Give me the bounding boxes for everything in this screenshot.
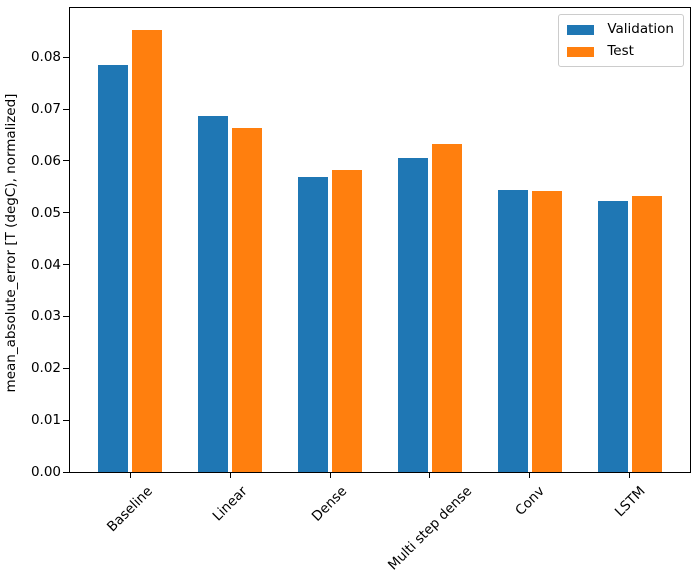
bar-validation-1	[198, 116, 229, 472]
x-tick-label: Baseline	[104, 483, 157, 536]
x-tick-label: Dense	[309, 483, 351, 525]
y-tick-label: 0.01	[30, 412, 61, 429]
bar-test-2	[332, 170, 362, 472]
x-tick-mark	[529, 473, 531, 478]
x-tick-mark	[429, 473, 431, 478]
y-tick-mark	[63, 471, 69, 473]
x-tick-label: Linear	[209, 483, 251, 525]
x-tick-mark	[229, 473, 231, 478]
y-tick-label: 0.04	[30, 256, 61, 273]
legend-label-validation: Validation	[607, 21, 674, 37]
y-tick-mark	[63, 264, 69, 266]
bar-test-5	[631, 195, 662, 472]
y-tick-label: 0.03	[30, 308, 61, 325]
x-tick-label: LSTM	[611, 483, 649, 521]
y-tick-label: 0.02	[30, 360, 61, 377]
y-tick-mark	[63, 367, 69, 369]
bar-validation-2	[298, 176, 329, 472]
y-tick-label: 0.06	[30, 152, 61, 169]
y-axis-label: mean_absolute_error [T (degC), normalize…	[3, 93, 19, 393]
y-tick-mark	[63, 315, 69, 317]
bar-test-4	[531, 191, 562, 472]
y-tick-label: 0.05	[30, 204, 61, 221]
y-tick-mark	[63, 108, 69, 110]
legend-swatch-validation-icon	[567, 24, 595, 35]
x-tick-label: Multi step dense	[384, 483, 475, 574]
x-tick-mark	[129, 473, 131, 478]
y-tick-label: 0.07	[30, 101, 61, 118]
legend-item-validation: Validation	[567, 22, 674, 37]
y-tick-label: 0.08	[30, 49, 61, 66]
y-tick-mark	[63, 160, 69, 162]
x-tick-label: Conv	[512, 483, 548, 519]
plot-area: Validation Test	[69, 7, 691, 473]
y-tick-mark	[63, 56, 69, 58]
x-tick-mark	[629, 473, 631, 478]
bar-validation-5	[597, 200, 628, 472]
y-tick-label: 0.00	[30, 464, 61, 480]
legend-swatch-test-icon	[567, 46, 595, 57]
bar-validation-0	[98, 65, 129, 472]
y-tick-mark	[63, 419, 69, 421]
bar-test-1	[232, 128, 263, 472]
bar-test-3	[431, 144, 462, 472]
y-tick-mark	[63, 212, 69, 214]
x-tick-mark	[329, 473, 331, 478]
legend: Validation Test	[558, 14, 684, 67]
bar-test-0	[132, 30, 163, 472]
legend-item-test: Test	[567, 44, 674, 59]
legend-label-test: Test	[607, 43, 634, 59]
bar-validation-3	[397, 158, 428, 472]
bar-validation-4	[497, 189, 528, 472]
